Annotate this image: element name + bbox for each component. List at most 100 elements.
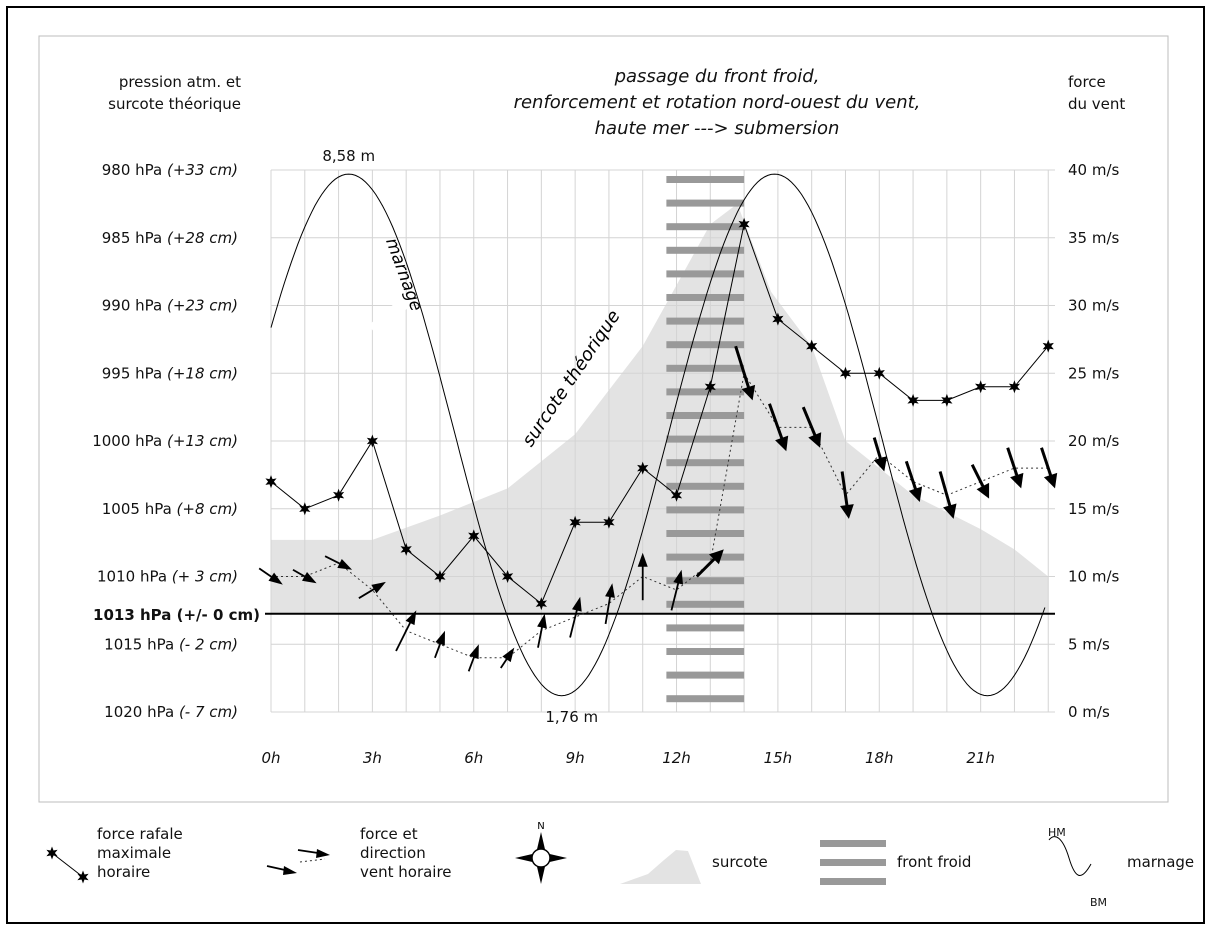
wind-arrow-head	[605, 583, 615, 598]
legend-gust-star	[46, 846, 58, 860]
wind-arrow-head	[302, 572, 317, 584]
legend-bm-label: BM	[1090, 896, 1108, 909]
legend-surcote-swatch	[620, 850, 701, 884]
wind-arrow	[768, 403, 789, 452]
left-tick-label: 995 hPa (+18 cm)	[102, 364, 238, 382]
legend-gust-glyph	[46, 846, 89, 884]
gust-marker	[1042, 339, 1054, 353]
gust-marker	[873, 366, 885, 380]
front-froid-stripe	[666, 317, 745, 325]
wind-arrow	[292, 568, 317, 584]
wind-arrow	[358, 581, 386, 599]
front-froid-band	[666, 176, 745, 703]
legend-gust-line	[51, 852, 84, 878]
legend-front-stripe	[820, 878, 886, 885]
x-tick-label: 9h	[566, 749, 585, 767]
wind-arrow-shaft	[734, 345, 752, 394]
legend-marnage-curve	[1048, 836, 1092, 876]
wind-arrow	[670, 569, 683, 611]
chart-title-line: haute mer ---> submersion	[595, 118, 840, 139]
wind-arrow-shaft	[840, 471, 850, 512]
legend-surcote-label: surcote	[712, 853, 768, 871]
right-tick-label: 25 m/s	[1068, 364, 1120, 382]
wind-arrow	[467, 644, 479, 672]
figure-frame	[6, 6, 1205, 924]
left-axis-title: pression atm. et	[119, 73, 241, 91]
marnage-curve	[270, 173, 1046, 697]
wind-arrow-head	[976, 482, 990, 499]
legend-hm-label: HM	[1048, 826, 1066, 839]
wind-arrow	[258, 567, 283, 585]
wind-arrow-head	[469, 644, 479, 660]
gust-marker	[975, 380, 987, 394]
front-froid-stripe	[666, 176, 745, 183]
wind-arrow-head	[908, 486, 923, 502]
wind-arrow	[840, 471, 854, 519]
wind-arrow	[734, 345, 756, 401]
front-froid-stripe	[666, 553, 745, 561]
legend-wind-label: force et direction vent horaire	[360, 825, 452, 881]
wind-arrow-head	[537, 613, 547, 629]
right-axis-title: force	[1068, 73, 1106, 91]
right-tick-label: 0 m/s	[1068, 703, 1110, 721]
compass-center	[531, 848, 551, 868]
wind-arrow-head	[637, 552, 648, 567]
left-tick-label: 1015 hPa (- 2 cm)	[104, 635, 238, 653]
gust-marker	[265, 475, 277, 489]
wind-arrow-head	[1010, 472, 1024, 489]
legend-glyphs: N	[46, 821, 1092, 885]
wind-arrow-head	[1043, 472, 1058, 489]
gust-marker	[941, 393, 953, 407]
x-tick-label: 3h	[363, 749, 382, 767]
front-froid-stripe	[666, 223, 745, 231]
wind-arrow-head	[572, 596, 582, 612]
wind-arrow-shaft	[395, 617, 414, 652]
wind-arrow-head	[808, 432, 822, 448]
left-tick-label: 1005 hPa (+8 cm)	[102, 500, 238, 518]
gust-line	[270, 222, 1049, 605]
wind-arrow	[604, 583, 615, 625]
right-tick-label: 20 m/s	[1068, 432, 1120, 450]
right-tick-label: 30 m/s	[1068, 297, 1120, 315]
left-tick-label: 1000 hPa (+13 cm)	[92, 432, 238, 450]
left-axis-labels: 980 hPa (+33 cm) 985 hPa (+28 cm) 990 hPa …	[92, 161, 238, 721]
front-froid-stripe	[666, 600, 745, 608]
wind-arrow	[695, 549, 724, 578]
compass-rose-icon: N	[515, 821, 567, 884]
wind-arrow-head	[405, 610, 417, 626]
right-tick-label: 35 m/s	[1068, 229, 1120, 247]
x-tick-label: 12h	[662, 749, 691, 767]
gust-marker	[772, 312, 784, 326]
wind-arrow	[970, 464, 990, 499]
chart-title-line: renforcement et rotation nord-ouest du v…	[514, 92, 921, 113]
legend-wind-arrow-1	[297, 849, 319, 854]
wind-arrow-head	[673, 569, 683, 585]
legend-marnage-label: marnage	[1127, 853, 1195, 871]
legend-front-swatch	[820, 840, 886, 885]
x-tick-label: 18h	[865, 749, 894, 767]
right-axis-title: du vent	[1068, 95, 1125, 113]
legend-wind-glyph	[266, 849, 330, 875]
gust-marker	[299, 502, 311, 516]
wind-arrow	[434, 630, 445, 659]
marnage-label-gap	[368, 294, 414, 335]
wind-arrow-head	[435, 630, 445, 646]
plot-panel-border	[38, 35, 1169, 803]
front-froid-stripe	[666, 435, 745, 443]
gust-marker	[1008, 380, 1021, 394]
front-froid-stripe	[666, 695, 745, 703]
wind-arrow-head	[502, 647, 515, 663]
front-froid-stripe	[666, 671, 745, 679]
wind-arrow-shaft	[938, 471, 953, 512]
front-froid-stripe	[666, 199, 745, 207]
front-froid-stripe	[666, 388, 745, 396]
wind-arrow-head	[873, 456, 887, 472]
front-froid-stripe	[666, 577, 745, 585]
wind-arrow	[1006, 447, 1024, 489]
gust-marker	[704, 380, 716, 394]
wind-arrow	[569, 596, 582, 638]
left-tick-label: 980 hPa (+33 cm)	[102, 161, 238, 179]
x-tick-label: 0h	[261, 749, 280, 767]
x-tick-label: 15h	[764, 749, 793, 767]
legend-gust-star	[77, 870, 89, 884]
